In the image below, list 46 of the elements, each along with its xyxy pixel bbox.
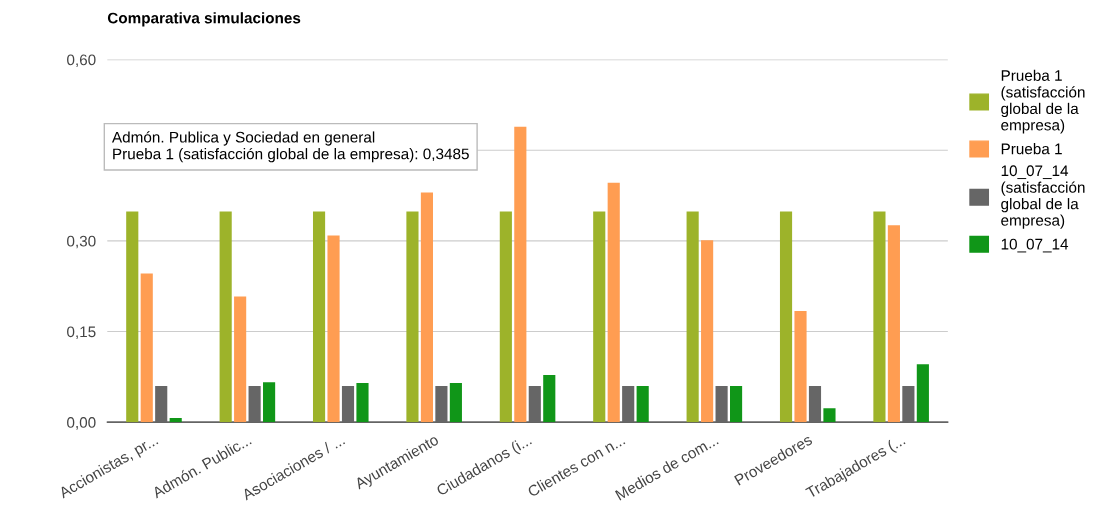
bar [779, 211, 793, 423]
bar [528, 385, 541, 423]
bar [607, 182, 620, 423]
bar [327, 235, 340, 423]
bar [499, 211, 512, 423]
bar [730, 385, 743, 423]
bar [420, 192, 433, 423]
bar [356, 382, 369, 423]
bar [514, 126, 527, 423]
bar [593, 211, 606, 423]
bar [823, 408, 836, 423]
bar [887, 225, 900, 423]
bar [686, 211, 699, 423]
chart-title: Comparativa simulaciones [107, 12, 301, 27]
bar [263, 382, 276, 423]
y-tick-label: 0,15 [67, 326, 96, 340]
bar [435, 385, 448, 423]
bar [715, 385, 728, 423]
legend-label: Prueba 1 [1001, 143, 1062, 155]
bar [169, 417, 182, 423]
legend-label: Prueba 1 (satisfacción global de la empresa) [1001, 69, 1085, 134]
bar [902, 385, 915, 423]
bar [312, 211, 326, 423]
y-tick-label: 0,00 [67, 417, 96, 430]
y-tick-label: 0,60 [67, 54, 96, 68]
bar [916, 364, 929, 423]
bar [449, 382, 462, 423]
legend-label: 10_07_14 (satisfacción global de la empresa) [1001, 165, 1085, 229]
bar [155, 385, 168, 423]
legend-label: 10_07_14 [1001, 238, 1069, 253]
bar [219, 211, 232, 423]
bar [543, 375, 556, 423]
bar [794, 310, 807, 423]
bar [341, 385, 355, 423]
annotation: Admón. Publica y Sociedad en general Prueba 1 (satisfacción global de la empresa): 0,3485 [111, 131, 469, 163]
bar [126, 211, 139, 423]
bar [808, 385, 822, 423]
y-tick-label: 0,30 [67, 235, 96, 249]
bar [622, 385, 635, 423]
bar [701, 240, 714, 423]
bar [636, 385, 649, 423]
bar [406, 211, 419, 423]
bar [248, 385, 261, 423]
bar [140, 273, 153, 423]
bar [234, 296, 247, 423]
bar [873, 211, 886, 423]
